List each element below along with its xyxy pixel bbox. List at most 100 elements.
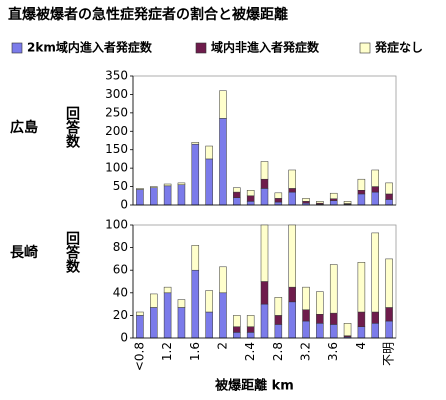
bar-segment [302, 286, 310, 310]
bar-segment [288, 301, 296, 339]
bar-segment [329, 264, 338, 314]
bar-segment [219, 266, 227, 294]
bar-segment [274, 198, 283, 203]
y-tick-label: 100 [105, 161, 128, 175]
y-tick-label: 60 [113, 263, 128, 277]
bar-segment [163, 292, 172, 339]
bar-segment [357, 178, 366, 191]
bar-segment [177, 184, 186, 206]
x-tick-label: 1.2 [160, 342, 174, 361]
bar-segment [136, 188, 144, 190]
bar-segment [163, 286, 172, 294]
bar-segment [246, 332, 255, 339]
bar-segment [343, 201, 352, 204]
bar-segment [385, 193, 393, 200]
bar-segment [177, 299, 186, 308]
bar-segment [357, 311, 366, 327]
bar-segment [136, 311, 144, 316]
bar-segment [246, 201, 255, 206]
bar-segment [288, 286, 296, 303]
bar-segment [371, 191, 379, 206]
y-tick-label: 100 [105, 218, 128, 232]
bar-segment [371, 169, 379, 187]
x-tick-label: <0.8 [132, 342, 146, 371]
bar-segment [288, 224, 296, 288]
panel-label: 広島 [10, 119, 38, 136]
bar-segment [205, 311, 213, 339]
bar-segment [163, 183, 172, 187]
bar-segment [136, 315, 144, 339]
bar-segment [205, 158, 213, 206]
y-tick-label: 0 [120, 331, 128, 345]
x-tick-label: 3.6 [326, 342, 340, 361]
bar-segment [329, 324, 338, 339]
bar-segment [150, 186, 158, 188]
bar-segment [150, 293, 158, 308]
bar-segment [302, 198, 310, 202]
bar-segment [316, 201, 324, 204]
bar-segment [302, 309, 310, 322]
bar-segment [371, 311, 379, 324]
bar-segment [274, 315, 283, 325]
bar-segment [343, 323, 352, 336]
chart-title: 直爆被爆者の急性症発症者の割合と被爆距離 [8, 6, 288, 23]
bar-segment [191, 143, 200, 206]
bar-segment [385, 320, 393, 339]
bar-segment [288, 169, 296, 189]
bar-segment [260, 281, 269, 305]
x-tick-label: 4 [354, 342, 368, 350]
bar-segment [329, 200, 338, 206]
x-tick-label: 2.8 [271, 342, 285, 361]
bar-segment [357, 190, 366, 195]
legend-swatch [359, 42, 371, 54]
bar-segment [260, 161, 269, 180]
bar-segment [316, 323, 324, 339]
x-tick-label: 3.2 [299, 342, 313, 361]
legend-label: 発症なし [374, 40, 423, 55]
bar-segment [357, 262, 366, 313]
y-tick-label: 350 [105, 69, 128, 83]
x-tick-label: 1.6 [188, 342, 202, 361]
y-tick-label: 20 [113, 308, 128, 322]
bar-segment [150, 307, 158, 339]
bar-segment [191, 142, 200, 145]
x-tick-label: 2.4 [243, 342, 257, 361]
bar-segment [233, 326, 241, 333]
x-axis-label: 被爆距離 km [214, 378, 294, 394]
legend-swatch [11, 42, 23, 54]
panel-label: 長崎 [10, 244, 38, 261]
bar-segment [136, 189, 144, 206]
bar-segment [233, 332, 241, 339]
y-tick-label: 200 [105, 124, 128, 138]
legend-label: 域内非進入者発症数 [211, 40, 320, 55]
bar-segment [385, 307, 393, 322]
bar-segment [385, 199, 393, 206]
bar-segment [371, 323, 379, 339]
bar-segment [274, 297, 283, 316]
bar-segment [233, 315, 241, 327]
y-tick-label: 300 [105, 87, 128, 101]
legend-swatch [195, 42, 207, 54]
bar-segment [274, 324, 283, 339]
bar-segment [371, 186, 379, 193]
bar-segment [385, 182, 393, 195]
y-tick-label: 80 [113, 240, 128, 254]
bar-segment [357, 326, 366, 339]
bar-segment [163, 185, 172, 206]
bar-segment [302, 201, 310, 204]
bar-segment [233, 187, 241, 193]
bar-segment [205, 145, 213, 160]
bar-segment [274, 192, 283, 199]
bar-segment [385, 258, 393, 308]
bar-segment [246, 190, 255, 197]
bar-segment [316, 314, 324, 324]
bar-segment [246, 326, 255, 333]
bar-segment [260, 188, 269, 206]
y-tick-label: 250 [105, 105, 128, 119]
bar-segment [260, 303, 269, 339]
bar-segment [329, 198, 338, 201]
bar-segment [177, 307, 186, 339]
bar-segment [219, 90, 227, 119]
bar-segment [329, 192, 338, 199]
